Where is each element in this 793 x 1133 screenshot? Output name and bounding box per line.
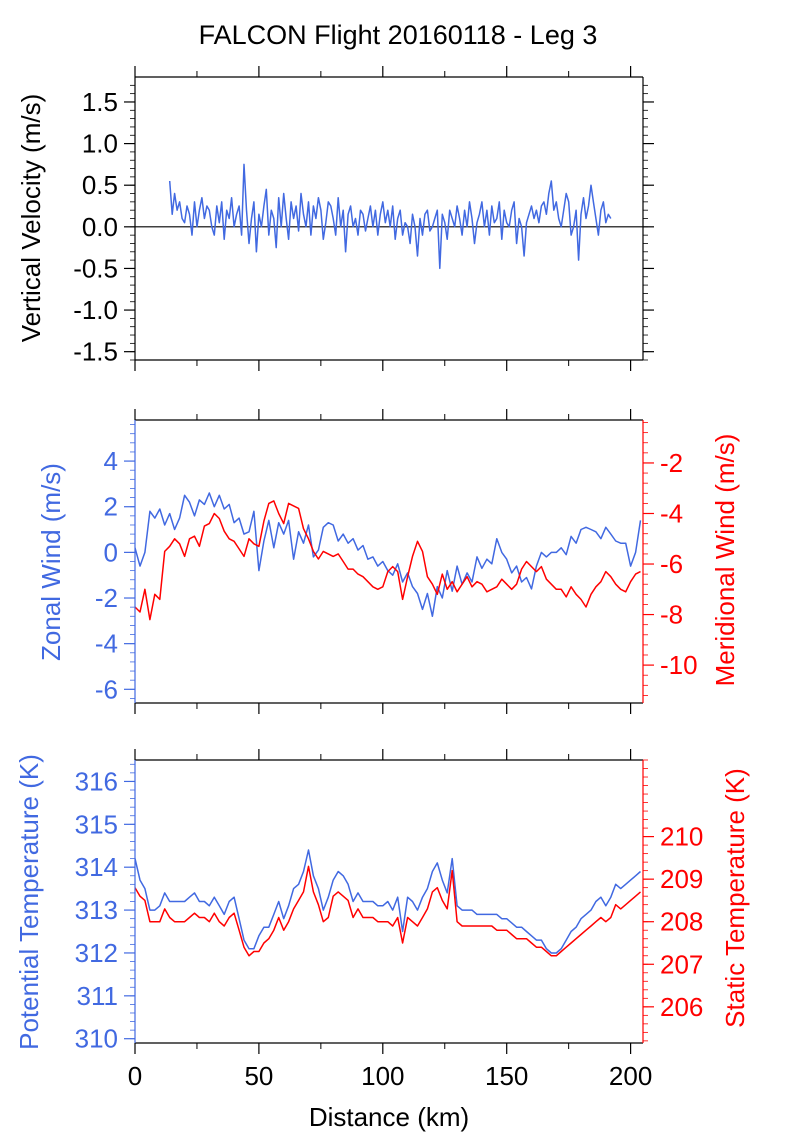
y-tick-label: 0 <box>104 537 118 567</box>
y-tick-label: 311 <box>77 981 118 1011</box>
y2-tick-label: 210 <box>660 822 703 852</box>
y2-tick-label: -10 <box>660 650 698 680</box>
x-tick-label: 50 <box>244 1061 273 1091</box>
y2-tick-label: 208 <box>660 907 703 937</box>
wind-panel: Zonal Wind (m/s) Meridional Wind (m/s) -… <box>36 409 740 714</box>
y2-tick-label: -4 <box>660 498 683 528</box>
y-tick-label: -0.5 <box>73 253 118 283</box>
y-tick-label: 1.0 <box>82 129 118 159</box>
right-axis-label: Meridional Wind (m/s) <box>710 434 740 687</box>
y2-tick-label: 207 <box>660 949 703 979</box>
y-tick-label: 310 <box>75 1024 118 1054</box>
y-tick-label: -2 <box>95 583 118 613</box>
x-axis-label: Distance (km) <box>309 1102 469 1132</box>
temperature-panel: Potential Temperature (K) Static Tempera… <box>14 749 750 1132</box>
y-tick-label: -1.5 <box>73 337 118 367</box>
y-tick-label: 315 <box>75 809 118 839</box>
series-line-1 <box>135 500 641 621</box>
y-tick-label: 312 <box>75 938 118 968</box>
series-line-1 <box>135 865 641 957</box>
y2-tick-label: -6 <box>660 549 683 579</box>
left-axis-label: Zonal Wind (m/s) <box>36 463 66 661</box>
y2-tick-label: 209 <box>660 864 703 894</box>
x-tick-label: 0 <box>128 1061 142 1091</box>
left-axis-label: Vertical Velocity (m/s) <box>16 94 46 343</box>
y-tick-label: -6 <box>95 674 118 704</box>
y-tick-label: 2 <box>104 492 118 522</box>
y2-tick-label: -8 <box>660 600 683 630</box>
y-tick-label: 313 <box>75 895 118 925</box>
y-tick-label: -4 <box>95 629 118 659</box>
x-tick-label: 150 <box>485 1061 528 1091</box>
y2-tick-label: 206 <box>660 992 703 1022</box>
left-axis-label: Potential Temperature (K) <box>14 754 44 1050</box>
y2-tick-label: -2 <box>660 448 683 478</box>
right-axis-label: Static Temperature (K) <box>720 768 750 1028</box>
chart-title: FALCON Flight 20160118 - Leg 3 <box>199 20 598 50</box>
series-line-0 <box>135 849 641 954</box>
y-tick-label: 0.5 <box>82 170 118 200</box>
y-tick-label: -1.0 <box>73 295 118 325</box>
y-tick-label: 314 <box>75 852 118 882</box>
x-tick-label: 100 <box>361 1061 404 1091</box>
y-tick-label: 1.5 <box>82 87 118 117</box>
series-line-0 <box>168 163 612 270</box>
vertical-velocity-panel: Vertical Velocity (m/s) -1.5 -1.0 -0.5 0.0 0… <box>16 66 654 371</box>
y-tick-label: 4 <box>104 446 118 476</box>
series-line-0 <box>135 492 642 618</box>
y-tick-label: 316 <box>75 766 118 796</box>
y-tick-label: 0.0 <box>82 212 118 242</box>
x-tick-label: 200 <box>609 1061 652 1091</box>
